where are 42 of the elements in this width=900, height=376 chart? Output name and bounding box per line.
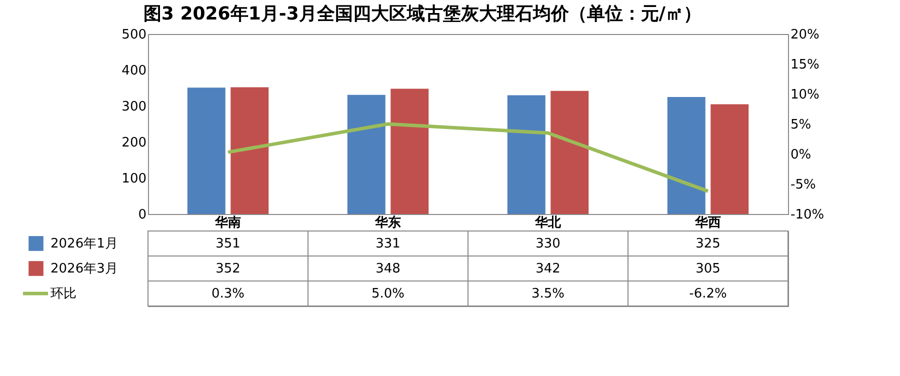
y2-tick-label: 15% [790, 58, 820, 72]
bar [230, 87, 269, 214]
data-label: 0.3% [211, 286, 245, 302]
data-label: 342 [536, 262, 560, 276]
data-label: 348 [376, 262, 400, 276]
bar [187, 88, 226, 214]
x-tick-label: 华西 [694, 216, 721, 230]
y-tick-label: 200 [122, 136, 146, 150]
y-tick-label: 500 [122, 28, 146, 42]
bar [667, 97, 706, 214]
y-tick-label: 400 [122, 64, 146, 78]
legend-label: 2026年1月 [50, 236, 118, 252]
data-label: 3.5% [531, 286, 565, 302]
y2-tick-label: -5% [790, 178, 816, 192]
bar [710, 104, 749, 214]
x-tick-label: 华南 [214, 216, 241, 230]
data-label: 352 [216, 262, 240, 276]
data-label: 331 [376, 236, 400, 252]
line-series [226, 122, 710, 193]
legend-label: 环比 [50, 286, 76, 302]
x-tick-label: 华东 [374, 214, 401, 230]
y-tick-label: 0 [138, 208, 146, 222]
bar [390, 88, 429, 214]
data-label: -6.2% [689, 286, 727, 302]
chart-title: 图3 2026年1月-3月全国四大区域古堡灰大理石均价（单位：元/㎡） [143, 4, 702, 24]
x-tick-label: 华北 [534, 216, 562, 230]
legend-label: 2026年3月 [50, 262, 118, 276]
data-label: 305 [696, 262, 720, 276]
y2-tick-label: 20% [790, 28, 820, 42]
data-label: 5.0% [371, 286, 405, 302]
y2-tick-label: 0% [790, 148, 812, 162]
y2-tick-label: 10% [790, 88, 820, 102]
bar [507, 95, 546, 214]
data-label: 351 [216, 236, 240, 252]
bar [550, 90, 589, 214]
data-label: 325 [696, 236, 720, 252]
data-label: 330 [536, 236, 560, 252]
y2-tick-label: -10% [790, 208, 824, 222]
y-tick-label: 100 [122, 172, 146, 186]
y-tick-label: 300 [122, 100, 146, 114]
y2-tick-label: 5% [790, 118, 812, 132]
bar [347, 94, 386, 214]
